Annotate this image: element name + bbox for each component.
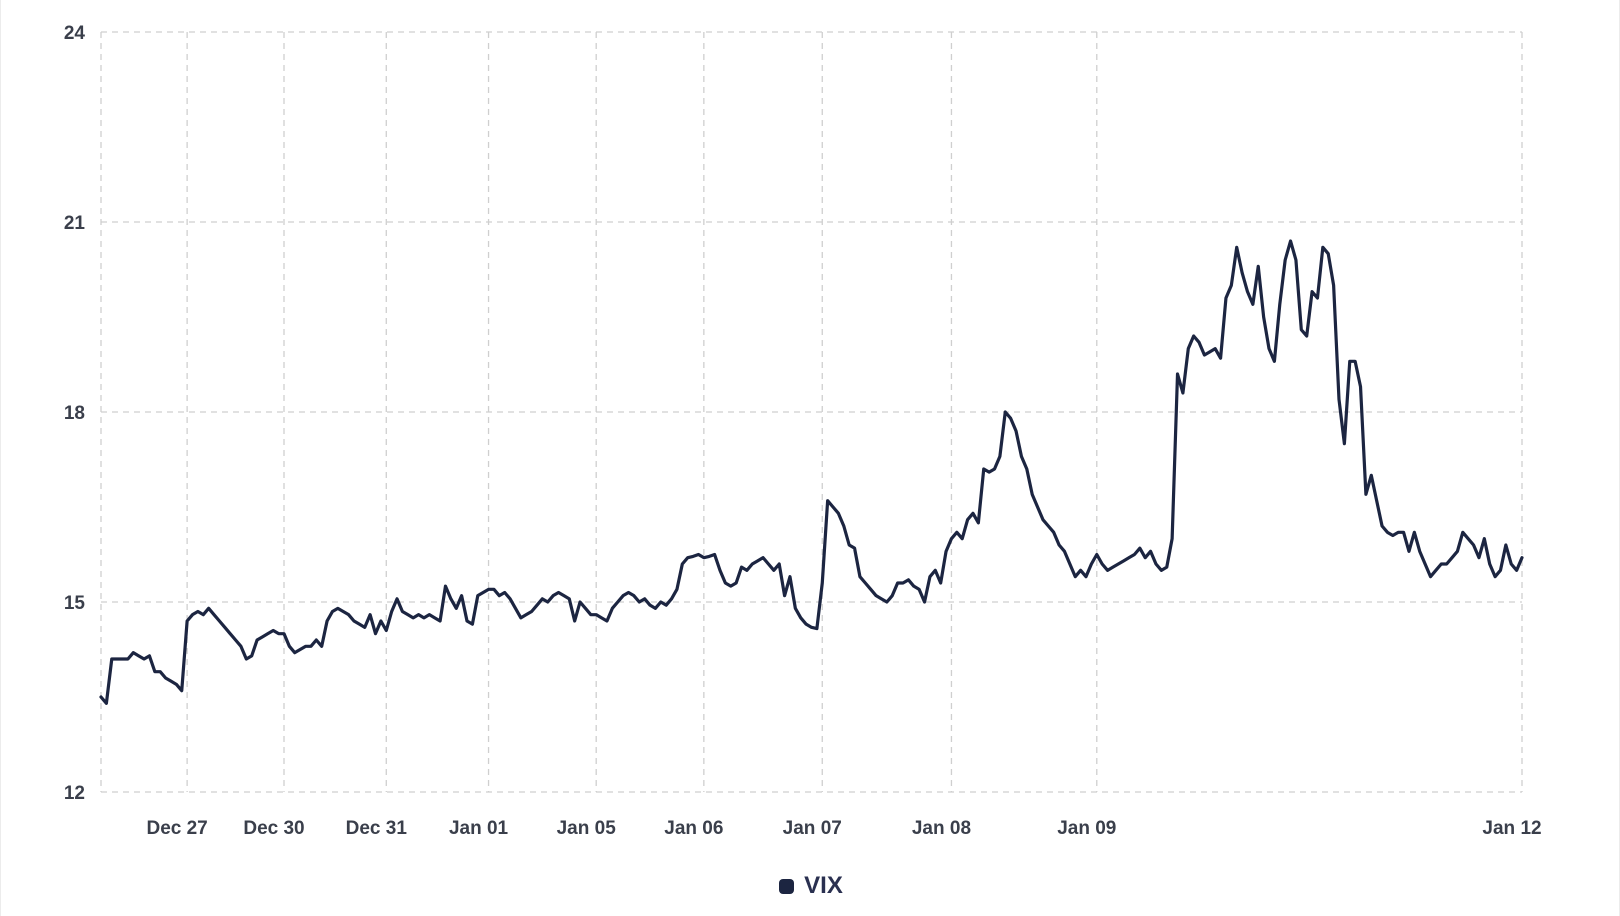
y-tick-label: 15 <box>64 593 86 614</box>
x-tick-label: Dec 27 <box>146 818 207 839</box>
x-tick-label: Jan 12 <box>1482 818 1541 839</box>
x-gridlines <box>100 32 1523 792</box>
series-line-vix <box>99 239 1524 705</box>
x-tick-label: Jan 07 <box>783 818 842 839</box>
x-tick-label: Jan 08 <box>912 818 971 839</box>
x-tick-label: Dec 30 <box>243 818 304 839</box>
y-gridlines <box>101 31 1522 793</box>
series-vix <box>99 239 1524 705</box>
y-axis-tick-labels: 12 15 18 21 24 <box>64 23 86 804</box>
x-tick-label: Jan 05 <box>557 818 617 839</box>
legend[interactable]: VIX <box>1 872 1620 900</box>
x-tick-label: Dec 31 <box>346 818 408 839</box>
y-tick-label: 24 <box>64 23 86 44</box>
legend-swatch-vix <box>779 878 795 894</box>
x-tick-label: Jan 01 <box>449 818 509 839</box>
x-tick-label: Jan 06 <box>664 818 723 839</box>
y-tick-label: 21 <box>64 213 86 234</box>
x-tick-label: Jan 09 <box>1057 818 1116 839</box>
legend-label-vix: VIX <box>804 872 843 899</box>
y-tick-label: 18 <box>64 403 85 424</box>
y-tick-label: 12 <box>64 783 85 804</box>
x-axis-tick-labels: Dec 27 Dec 30 Dec 31 Jan 01 Jan 05 Jan 06 Jan … <box>146 818 1541 839</box>
